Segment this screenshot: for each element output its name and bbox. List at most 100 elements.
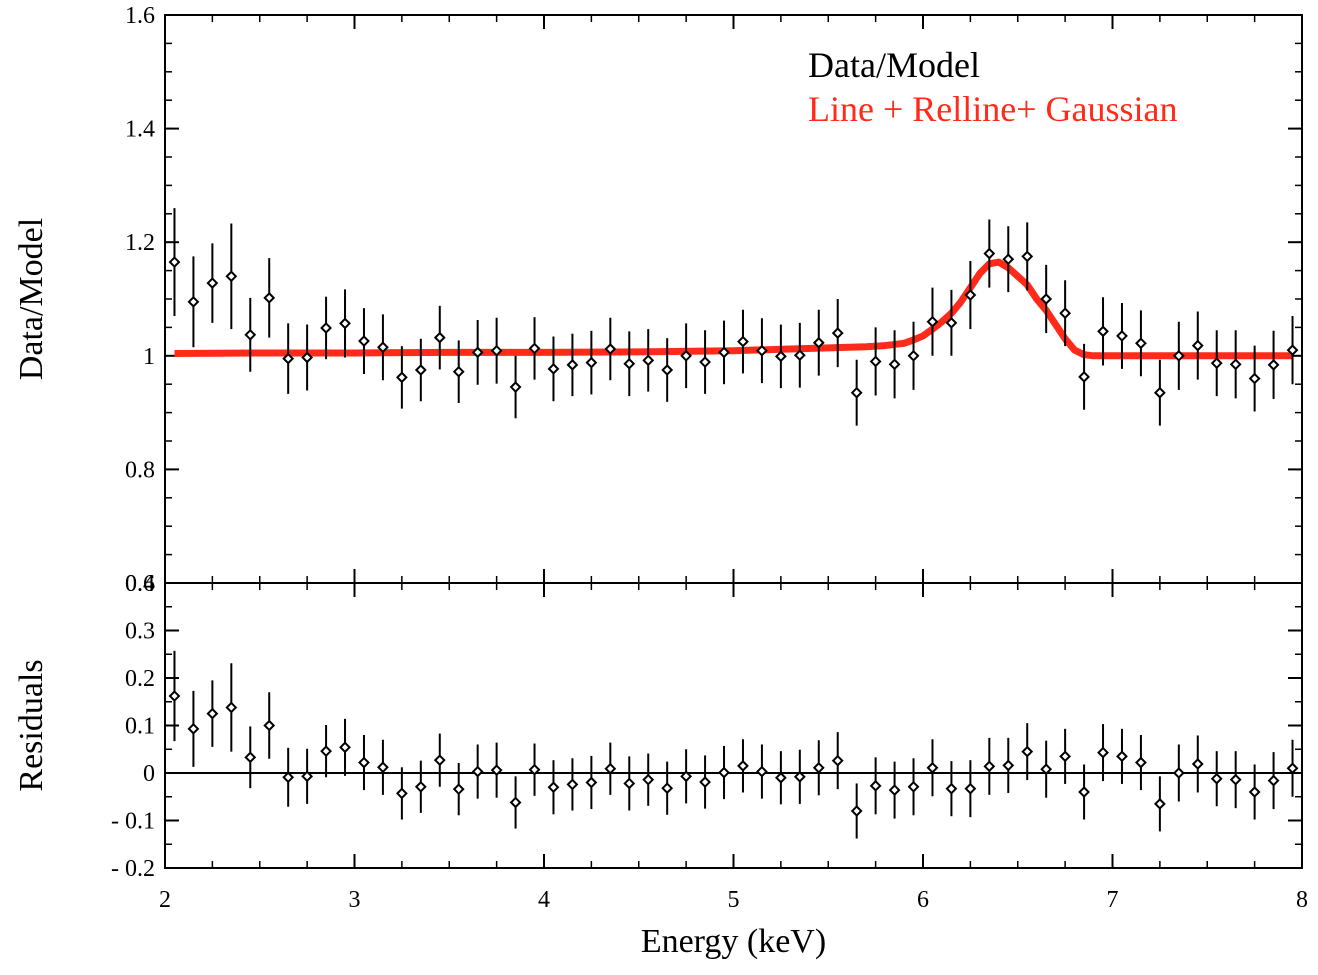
diamond-marker [1135,337,1147,350]
diamond-marker [680,770,693,783]
data-point [377,314,389,381]
residual-point [661,761,674,815]
diamond-marker [1040,293,1053,305]
residual-point [1097,724,1109,782]
residual-point [623,756,636,811]
residual-point [964,760,977,818]
diamond-marker [358,756,370,769]
bottom-panel: - 0.2 - 0.1 0 0.1 0.2 0.3 0.4 2 3 4 5 6 7 8 Residuals… [13,571,1308,960]
diamond-marker [414,364,427,376]
diamond-marker [737,335,749,348]
diamond-marker [1286,344,1299,357]
data-point [168,208,181,317]
residual-point [926,739,939,797]
top-y-tick-label: 0.6 [125,571,155,597]
bottom-y-tick-label: 0.1 [125,714,155,740]
data-point [1267,330,1280,399]
residual-point [263,692,276,759]
data-point [699,330,711,394]
residual-point [831,732,844,790]
diamond-marker [244,751,257,764]
diamond-marker [964,782,977,795]
x-tick-label: 2 [159,887,171,913]
data-point [1097,297,1109,366]
diamond-marker [320,322,332,334]
data-point [509,355,522,419]
data-point [964,260,977,330]
residual-point [907,758,920,816]
diamond-marker [395,787,408,800]
data-point [831,299,844,368]
diamond-marker [168,690,181,702]
data-point [320,296,332,360]
diamond-marker [737,759,749,772]
residual-point [282,747,295,807]
diamond-marker [414,780,427,793]
bottom-axis-ticks: - 0.2 - 0.1 0 0.1 0.2 0.3 0.4 2 3 4 5 6 7 8 [111,571,1308,913]
data-point [1248,345,1261,412]
diamond-marker [793,349,806,362]
data-point [661,338,674,402]
data-point [1191,311,1204,380]
data-point [547,336,560,402]
data-point [850,359,863,426]
residual-point [945,761,958,817]
diamond-marker [1116,750,1128,763]
top-y-tick-label: 1 [143,344,155,370]
diamond-marker [452,365,465,378]
diamond-marker [566,778,579,791]
top-y-tick-label: 1.2 [125,230,155,256]
diamond-marker [433,754,446,767]
bottom-plot-frame [164,582,1303,869]
data-point [642,329,655,392]
legend-entry-model-line: Line + Relline+ Gaussian [808,89,1178,129]
data-point [187,256,200,348]
diamond-marker [756,344,768,357]
data-point [414,338,427,402]
diamond-marker [907,349,920,362]
residual-point [1059,728,1072,784]
diamond-marker [623,777,636,790]
residual-point [528,743,541,796]
residual-point [395,767,408,820]
data-point [1153,359,1166,426]
diamond-marker [1078,786,1090,798]
diamond-marker [1078,370,1090,383]
data-point [793,322,806,388]
residual-point [206,680,219,747]
data-points-group [168,208,1299,426]
residual-point [793,749,806,804]
residual-point [1116,728,1128,784]
data-point [888,330,901,399]
diamond-marker [1210,772,1223,785]
data-point [282,323,295,394]
x-tick-label: 3 [349,887,361,913]
diamond-marker [1191,339,1204,352]
data-point [225,223,238,330]
residual-point [1002,737,1015,793]
residual-point [1229,751,1242,809]
diamond-marker [1097,746,1109,759]
diamond-marker [528,342,541,355]
data-point [490,317,503,384]
x-tick-label: 5 [728,887,740,913]
data-point [301,324,314,391]
diamond-marker [983,247,996,260]
residual-point [1286,739,1299,797]
data-point [585,330,598,395]
diamond-marker [774,350,787,363]
diamond-marker [1059,750,1072,763]
diamond-marker [187,722,200,735]
diamond-marker [490,764,503,777]
residual-point [1153,776,1166,832]
data-point [471,320,484,385]
residual-point [244,726,257,789]
diamond-marker [471,346,484,359]
top-y-tick-label: 1.6 [125,3,155,29]
data-point [1002,226,1015,293]
diamond-marker [718,766,730,779]
diamond-marker [452,783,465,796]
data-point [926,287,939,356]
x-tick-label: 4 [538,887,550,913]
data-point [1116,302,1128,369]
